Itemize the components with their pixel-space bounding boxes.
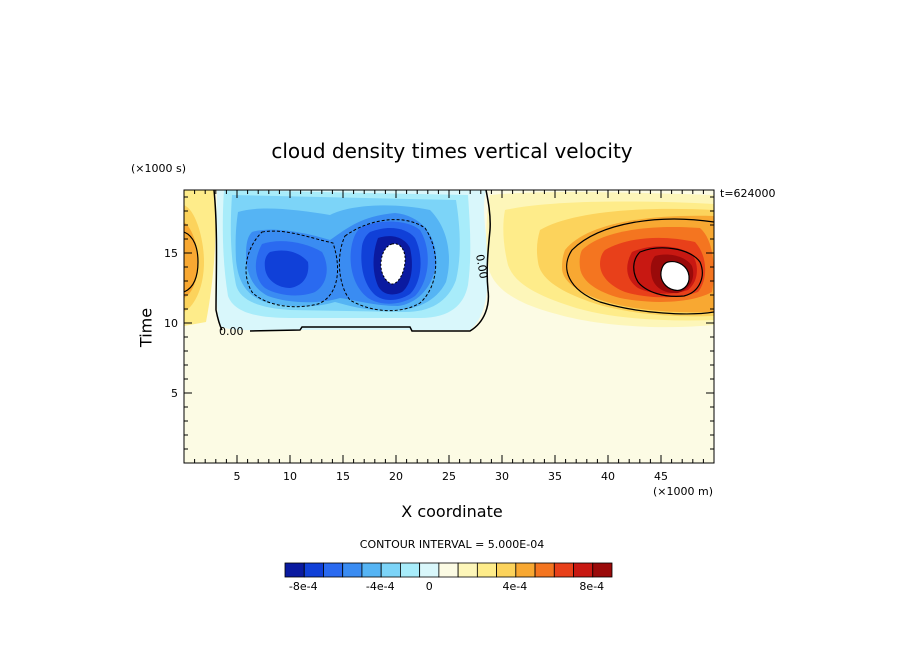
x-axis-label: X coordinate — [401, 502, 503, 521]
x-tick-label: 20 — [389, 470, 403, 483]
colorbar-swatch — [284, 562, 305, 578]
zero-contour-left — [213, 190, 223, 331]
edge-contour — [184, 231, 199, 293]
x-tick-label: 5 — [234, 470, 241, 483]
colorbar-swatch — [496, 562, 517, 578]
contour-fills — [184, 190, 714, 332]
colorbar-swatch — [573, 562, 594, 578]
x-tick-label: 15 — [336, 470, 350, 483]
colorbar: -8e-4 -4e-4 0 4e-4 8e-4 — [284, 562, 613, 593]
x-axis-unit: (×1000 m) — [653, 485, 714, 498]
positive-cell-core — [660, 261, 690, 291]
negative-cell-level-7 — [264, 250, 309, 288]
positive-contour-core — [660, 261, 690, 291]
colorbar-swatch — [438, 562, 459, 578]
colorbar-label: 0 — [426, 580, 433, 593]
positive-contour-outer — [566, 218, 714, 315]
negative-contour-left — [245, 230, 339, 308]
colorbar-swatch — [303, 562, 324, 578]
negative-cell-core — [380, 243, 406, 284]
colorbar-swatch — [457, 562, 478, 578]
colorbar-label: -4e-4 — [366, 580, 395, 593]
x-tick-label: 40 — [601, 470, 615, 483]
colorbar-label: 8e-4 — [579, 580, 604, 593]
x-tick-label: 45 — [654, 470, 668, 483]
positive-contour-inner — [633, 247, 703, 297]
contour-label: 0.00 — [219, 325, 244, 338]
colorbar-swatch — [592, 562, 613, 578]
contour-labels: 0.00 0.00 — [219, 253, 490, 338]
chart-title: cloud density times vertical velocity — [271, 139, 633, 163]
negative-contour-core — [380, 243, 406, 285]
time-stamp: t=624000 — [720, 187, 776, 200]
y-tick-label: 10 — [164, 317, 178, 330]
zero-contour-main — [249, 190, 491, 332]
y-tick-label: 15 — [164, 247, 178, 260]
colorbar-swatch — [342, 562, 363, 578]
x-tick-label: 25 — [442, 470, 456, 483]
x-tick-label: 35 — [548, 470, 562, 483]
y-tick-label: 5 — [171, 387, 178, 400]
y-axis-ticks: 5 10 15 — [164, 196, 714, 450]
colorbar-swatch — [515, 562, 536, 578]
x-tick-label: 30 — [495, 470, 509, 483]
contour-label: 0.00 — [473, 253, 490, 279]
colorbar-swatch — [476, 562, 497, 578]
y-axis-unit: (×1000 s) — [131, 162, 187, 175]
colorbar-swatch — [419, 562, 440, 578]
negative-contour-right — [338, 219, 437, 312]
colorbar-swatch — [534, 562, 555, 578]
colorbar-swatch — [361, 562, 382, 578]
colorbar-label: -8e-4 — [289, 580, 318, 593]
colorbar-swatch — [400, 562, 421, 578]
colorbar-swatch — [323, 562, 344, 578]
x-tick-label: 10 — [283, 470, 297, 483]
colorbar-swatch — [553, 562, 574, 578]
colorbar-swatch — [380, 562, 401, 578]
contour-interval-note: CONTOUR INTERVAL = 5.000E-04 — [359, 538, 545, 551]
x-axis-ticks: 5 10 15 20 25 30 35 40 45 — [194, 190, 704, 483]
colorbar-label: 4e-4 — [502, 580, 527, 593]
